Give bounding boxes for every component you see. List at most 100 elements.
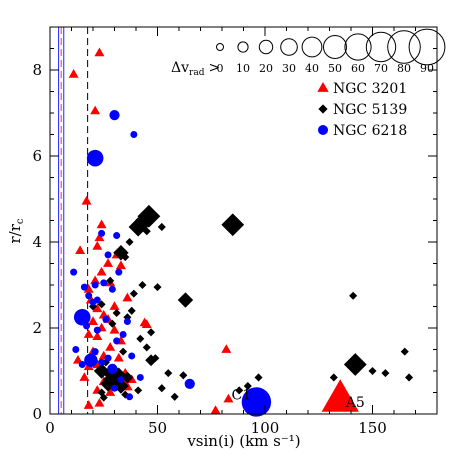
x-axis: 0 50 100 150 [45, 27, 438, 437]
triangle-point [72, 355, 83, 364]
triangle-point [83, 400, 94, 409]
circle-point [100, 279, 108, 287]
size-legend: Δvrad > 0 10 20 30 40 50 60 70 80 90 [171, 28, 446, 78]
size-legend-circle [301, 36, 323, 58]
circle-point [85, 292, 93, 300]
size-legend-value: 0 [217, 62, 224, 75]
triangle-point [92, 303, 103, 313]
legend-marker-circle [318, 125, 328, 135]
plot-frame [49, 26, 438, 415]
triangle-point [141, 319, 152, 328]
circle-point [104, 251, 112, 259]
circle-point [98, 358, 106, 366]
size-legend-value: 20 [259, 62, 273, 75]
size-legend-value: 30 [282, 62, 296, 75]
circle-point [89, 298, 97, 306]
diamond-point [136, 334, 145, 343]
circle-point [91, 281, 99, 289]
annotations: C1 A5 [232, 388, 365, 411]
circle-point [119, 330, 127, 338]
circle-point [113, 232, 121, 240]
size-legend-circle [280, 38, 298, 56]
circle-point [241, 387, 272, 417]
size-legend-circle [323, 35, 347, 59]
triangle-point [109, 324, 120, 334]
circle-point [73, 308, 91, 326]
triangle-point [223, 393, 234, 403]
diamond-point [157, 222, 166, 231]
y-tick-label: 6 [32, 147, 42, 165]
diamond-point [164, 369, 173, 378]
triangle-point [94, 47, 105, 57]
diamond-point [147, 328, 156, 337]
diamond-point [177, 292, 194, 308]
legend-marker-triangle [317, 82, 329, 92]
circle-point [91, 348, 99, 356]
circle-point [98, 229, 106, 237]
triangle-point [105, 387, 116, 396]
diamond-point [108, 319, 117, 328]
diamond-point [128, 217, 148, 237]
size-legend-value: 70 [374, 62, 388, 75]
diamond-point [243, 382, 252, 391]
triangle-point [94, 232, 105, 242]
circle-point [78, 361, 86, 369]
annotation-label: C1 [232, 388, 252, 404]
diamond-point [349, 291, 358, 300]
circle-point [123, 318, 131, 326]
triangle-point [90, 105, 101, 115]
diamond-point [119, 347, 128, 356]
triangle-point [321, 379, 359, 412]
diamond-point [129, 289, 138, 298]
diamond-point [121, 371, 134, 384]
diamond-point [381, 369, 390, 378]
x-axis-label: vsin(i) (km s⁻¹) [186, 432, 300, 450]
circle-point [86, 149, 104, 167]
diamond-point [221, 213, 245, 237]
diamond-point [329, 373, 338, 382]
triangle-point [79, 372, 90, 381]
diamond-point [121, 253, 130, 262]
size-legend-circle [258, 39, 274, 55]
diamond-point [254, 373, 263, 382]
y-axis-label: r/rc [6, 218, 26, 243]
diamond-point [127, 306, 136, 315]
triangle-point [90, 275, 101, 285]
triangle-point [81, 195, 92, 205]
triangle-point [105, 342, 116, 351]
circle-point [130, 131, 138, 138]
size-legend-value: 10 [236, 62, 250, 75]
diamond-point [123, 313, 132, 322]
triangle-point [115, 260, 126, 270]
triangle-point [88, 316, 98, 325]
circle-point [136, 373, 144, 381]
circle-point [113, 337, 121, 345]
y-tick-label: 8 [32, 61, 42, 79]
x-tick-label: 150 [358, 419, 387, 437]
triangle-point [92, 241, 103, 250]
y-tick-label: 2 [32, 319, 42, 337]
triangle-point [122, 292, 133, 302]
diamond-point [368, 366, 377, 376]
triangle-point [96, 219, 107, 229]
size-legend-label: Δvrad > [171, 60, 220, 78]
diamond-point [153, 283, 162, 292]
size-legend-circle [216, 43, 224, 51]
size-legend-value: 50 [328, 62, 342, 75]
series-ngc-6218 [70, 110, 272, 417]
y-tick-label: 4 [32, 233, 42, 251]
plot-area [58, 27, 414, 417]
y-axis: 0 2 4 6 8 [32, 26, 437, 423]
triangle-point [96, 266, 107, 276]
diamond-point [99, 393, 108, 402]
diamond-point [142, 227, 151, 236]
annotation-label: A5 [345, 395, 365, 411]
circle-point [80, 283, 88, 291]
circle-point [102, 315, 110, 323]
triangle-point [210, 405, 221, 414]
x-tick-label: 0 [45, 419, 55, 437]
triangle-point [94, 398, 105, 407]
diamond-point [142, 343, 151, 352]
triangle-point [75, 245, 86, 255]
